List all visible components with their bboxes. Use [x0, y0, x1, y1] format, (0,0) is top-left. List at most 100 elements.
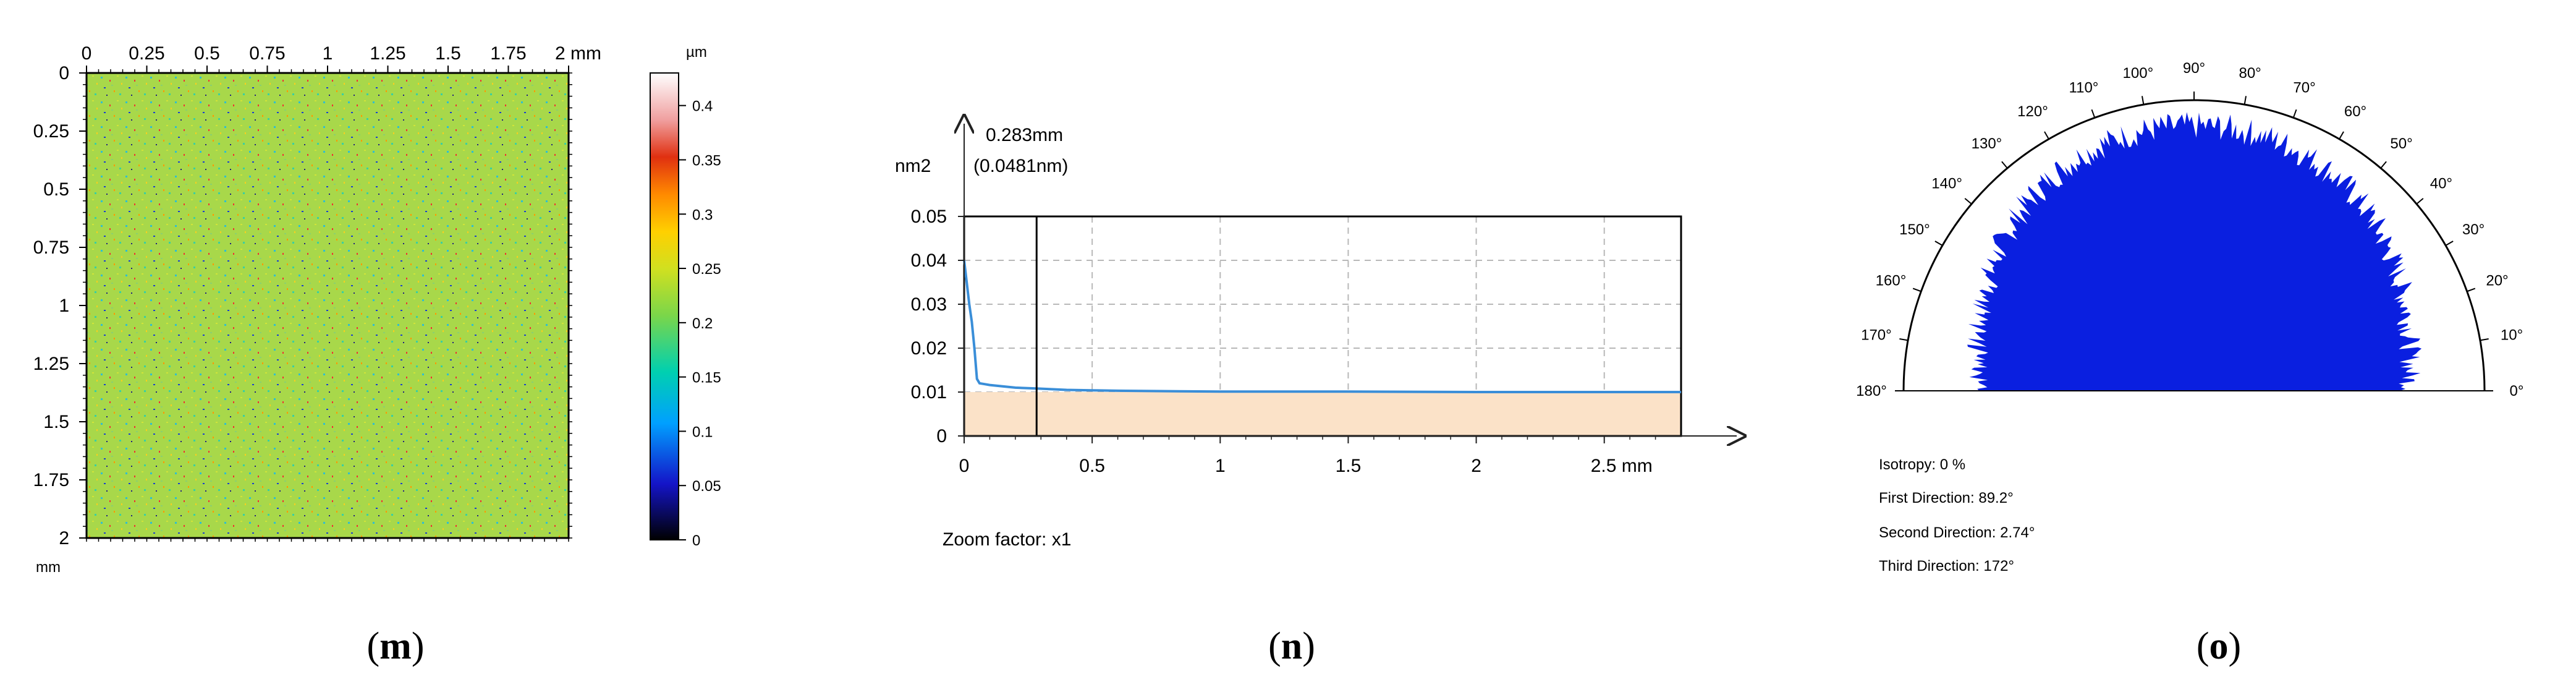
polar-angle-label: 60° [2344, 103, 2366, 120]
spectrum-series-line [963, 260, 1681, 393]
heightmap-x-tick-label: 0.25 [129, 43, 164, 64]
polar-angle-label: 10° [2501, 327, 2523, 343]
polar-angle-label: 110° [2069, 79, 2099, 96]
polar-angle-label: 100° [2123, 65, 2154, 82]
third-direction-value: Third Direction: 172° [1879, 558, 2015, 574]
polar-angle-label: 30° [2462, 221, 2485, 238]
polar-tick [2292, 109, 2297, 118]
spectrum-x-ticks: 0 0.5 1 1.5 2 2.5 mm [959, 436, 1656, 476]
spectrum-area-fill [964, 392, 1681, 436]
spectrum-x-tick-label: 1.5 [1336, 456, 1362, 476]
panel-o: 0° 10° 20° 30° 40° 50° 60° 70° 80° 90° 100° 110° 120… [1829, 0, 2576, 700]
polar-tick [2467, 288, 2476, 292]
caption-n-letter: n [1281, 625, 1303, 667]
colorbar-tick-label: 0 [692, 532, 700, 549]
polar-angle-label: 150° [1899, 221, 1930, 238]
panel-n: 0 0.5 1 1.5 2 2.5 mm 0.05 0.04 0.03 0.02 0.01 0 nm… [853, 0, 1768, 700]
spectrum-y-tick-label: 0.01 [911, 382, 947, 403]
polar-angle-label: 130° [1972, 135, 2002, 152]
polar-angle-label: 120° [2017, 103, 2048, 120]
heightmap-y-tick-label: 0 [59, 63, 69, 83]
heightmap-x-tick-label: 1.25 [370, 43, 405, 64]
colorbar-tick-label: 0.25 [692, 261, 721, 278]
polar-angle-label: 90° [2183, 60, 2205, 77]
polar-angle-label: 160° [1876, 272, 1907, 289]
polar-tick [2416, 198, 2424, 205]
polar-angle-label: 0° [2510, 383, 2524, 399]
spectrum-x-tick-label: 0.5 [1079, 456, 1105, 476]
spectrum-y-ticks: 0.05 0.04 0.03 0.02 0.01 0 [911, 207, 964, 446]
polar-angle-label: 70° [2293, 79, 2315, 96]
heightmap-x-tick-label: 0.5 [194, 43, 220, 64]
polar-tick [2380, 161, 2387, 169]
polar-tick [2091, 109, 2096, 118]
heightmap-y-tick-label: 1.75 [33, 470, 69, 490]
polar-angle-label: 50° [2390, 135, 2412, 152]
colorbar-tick-label: 0.4 [692, 98, 713, 115]
colorbar-tick-label: 0.1 [692, 424, 713, 440]
heightmap-x-tick-label: 0.75 [249, 43, 285, 64]
spectrum-y-tick-label: 0 [936, 426, 947, 446]
colorbar-tick-label: 0.35 [692, 152, 721, 169]
polar-angle-label: 180° [1856, 383, 1887, 399]
polar-tick [2480, 338, 2489, 341]
polar-direction-fill [1904, 112, 2422, 391]
polar-tick [1899, 338, 1909, 341]
colorbar-tick-label: 0.3 [692, 207, 713, 223]
heightmap-y-tick-label: 0.75 [33, 237, 69, 258]
heightmap-chart: 0 0.25 0.5 0.75 1 1.25 1.5 1.75 2 mm 0 0.25 0.5 0.7… [33, 43, 721, 576]
heightmap-plot-area [85, 72, 570, 539]
heightmap-y-ticks: 0 0.25 0.5 0.75 1 1.25 1.5 1.75 2 [33, 63, 572, 548]
spectrum-y-tick-label: 0.02 [911, 338, 947, 359]
heightmap-x-tick-label: 1.75 [490, 43, 526, 64]
polar-tick [2044, 131, 2049, 140]
first-direction-value: First Direction: 89.2° [1879, 490, 2014, 506]
colorbar-tick-label: 0.05 [692, 478, 721, 495]
spectrum-marker-label-1: 0.283mm [986, 125, 1063, 145]
polar-tick [2001, 161, 2008, 169]
polar-tick [2243, 96, 2247, 105]
polar-angle-label: 170° [1861, 327, 1892, 343]
polar-angle-label: 40° [2430, 175, 2452, 192]
polar-tick [2339, 131, 2344, 140]
spectrum-y-tick-label: 0.04 [911, 250, 947, 271]
heightmap-x-ticks: 0 0.25 0.5 0.75 1 1.25 1.5 1.75 2 mm [82, 43, 601, 542]
polar-tick [1964, 198, 1972, 205]
second-direction-value: Second Direction: 2.74° [1879, 524, 2035, 541]
spectrum-zoom-text: Zoom factor: x1 [943, 529, 1071, 550]
heightmap-y-tick-label: 1.25 [33, 354, 69, 374]
colorbar [650, 72, 679, 540]
spectrum-x-tick-label: 2 [1471, 456, 1481, 476]
polar-tick [1934, 241, 1943, 246]
colorbar-tick-label: 0.2 [692, 315, 713, 332]
polar-angle-ticks: 0° 10° 20° 30° 40° 50° 60° 70° 80° 90° 100° 110° 120… [1856, 60, 2523, 399]
heightmap-x-tick-label: 0 [82, 43, 92, 64]
heightmap-y-tick-label: 0.5 [43, 179, 69, 200]
colorbar-tick-label: 0.15 [692, 370, 721, 386]
spectrum-marker-label-2: (0.0481nm) [973, 156, 1068, 176]
panel-m: 0 0.25 0.5 0.75 1 1.25 1.5 1.75 2 mm 0 0.25 0.5 0.7… [0, 0, 803, 700]
heightmap-y-unit: mm [36, 559, 61, 576]
isotropy-value: Isotropy: 0 % [1879, 456, 1966, 473]
colorbar-unit: µm [686, 44, 707, 61]
polar-angle-label: 20° [2486, 272, 2508, 289]
heightmap-y-tick-label: 0.25 [33, 121, 69, 142]
polar-direction-chart: 0° 10° 20° 30° 40° 50° 60° 70° 80° 90° 100° 110° 120… [1856, 60, 2523, 399]
spectrum-y-tick-label: 0.03 [911, 294, 947, 315]
polar-tick [2141, 96, 2145, 105]
spectrum-x-tick-label: 2.5 mm [1591, 456, 1653, 476]
caption-o-letter: o [2209, 625, 2229, 667]
colorbar-ticks: 0.4 0.35 0.3 0.25 0.2 0.15 0.1 0.05 0 [679, 98, 721, 549]
heightmap-y-tick-label: 1 [59, 296, 69, 316]
caption-o: (o) [2196, 625, 2242, 667]
spectrum-y-label: nm2 [895, 156, 931, 176]
spectrum-chart: 0 0.5 1 1.5 2 2.5 mm 0.05 0.04 0.03 0.02 0.01 0 nm… [895, 0, 1768, 550]
polar-tick [1912, 288, 1921, 292]
heightmap-x-tick-label: 1.5 [435, 43, 461, 64]
caption-n: (n) [1268, 625, 1315, 667]
heightmap-y-tick-label: 2 [59, 528, 69, 548]
spectrum-y-tick-label: 0.05 [911, 207, 947, 227]
spectrum-x-tick-label: 0 [959, 456, 970, 476]
polar-tick [2445, 241, 2454, 246]
polar-angle-label: 80° [2239, 65, 2261, 82]
